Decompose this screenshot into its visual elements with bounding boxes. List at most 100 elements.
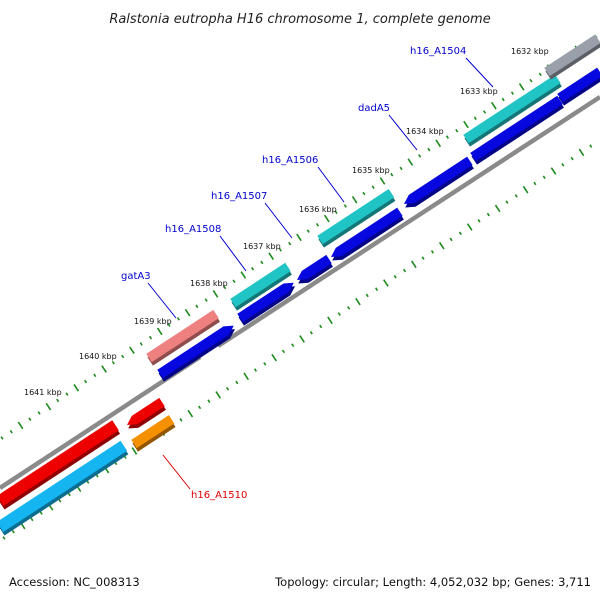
gene-arrow-h16-a1508 (230, 262, 292, 311)
track-tick (343, 204, 347, 208)
track-tick (390, 172, 394, 177)
track-tick (371, 185, 375, 189)
track-tick (291, 343, 295, 347)
track-tick (268, 252, 274, 260)
track-tick (421, 256, 425, 260)
gene-arrow-cyan-large-face (0, 440, 128, 533)
track-tick (445, 135, 450, 139)
gene-arrow-dada5 (470, 95, 564, 165)
gene-arrow-next-face (544, 34, 600, 77)
track-tick (362, 191, 366, 196)
track-tick (260, 260, 264, 265)
track-tick (207, 399, 211, 403)
track-tick (37, 411, 41, 415)
track-tick (501, 97, 505, 102)
track-tick (306, 229, 310, 233)
gene-arrow-rev-3-face (237, 282, 294, 323)
track-tick (195, 304, 199, 309)
track-tick (139, 342, 143, 346)
track-tick (243, 372, 250, 381)
gene-arrow-dada5-face (470, 95, 563, 162)
gene-arrow-h16-a1506 (317, 188, 396, 248)
tick-layer (0, 34, 598, 540)
track-tick (393, 274, 397, 279)
tick-label-1638-kbp: 1638 kbp (190, 279, 228, 288)
track-tick (93, 373, 97, 378)
gene-label-h16-a1510: h16_A1510 (191, 490, 247, 501)
track-tick (483, 110, 487, 114)
gene-label-h16-a1504: h16_A1504 (410, 46, 466, 57)
tick-label-1639-kbp: 1639 kbp (134, 317, 172, 326)
track-tick (288, 241, 292, 246)
track-tick (235, 380, 239, 385)
track-tick (167, 323, 171, 327)
leader-line-h16-a1504 (465, 57, 494, 88)
gene-arrow-rev-2 (297, 254, 333, 284)
track-tick (148, 335, 153, 340)
track-tick (435, 139, 442, 148)
track-tick (494, 204, 501, 213)
track-tick (253, 368, 258, 372)
track-tick (418, 154, 422, 158)
track-tick (111, 360, 115, 365)
gene-label-h16-a1507: h16_A1507 (211, 191, 267, 202)
track-tick (271, 353, 277, 362)
gene-label-dada5: dadA5 (358, 103, 390, 114)
track-tick (375, 287, 379, 291)
track-tick (11, 530, 15, 534)
track-tick (365, 293, 369, 298)
gene-arrow-h16-a1510 (131, 415, 176, 452)
track-tick (473, 116, 477, 121)
gene-arrow-red-small-face (127, 397, 165, 425)
track-tick (131, 447, 138, 455)
track-tick (278, 248, 282, 252)
leader-line-h16-a1508 (219, 235, 247, 272)
tick-label-1635-kbp: 1635 kbp (352, 166, 390, 175)
tick-label-1637-kbp: 1637 kbp (243, 242, 281, 251)
track-tick (533, 181, 537, 186)
gene-arrow-rev-2-face (297, 254, 332, 280)
gene-arrow-rev-1 (404, 156, 474, 208)
track-tick (187, 409, 194, 418)
gene-arrow-h16-a1504 (463, 74, 562, 147)
track-tick (315, 223, 320, 227)
track-tick (319, 324, 323, 329)
track-tick (505, 200, 509, 204)
track-tick (410, 260, 417, 269)
track-tick (56, 398, 60, 403)
track-tick (83, 379, 88, 384)
track-tick (510, 91, 514, 95)
gene-arrow-rev-1-face (404, 156, 473, 204)
track-tick (427, 147, 431, 152)
track-tick (383, 279, 389, 287)
gene-arrow-h16-a1508-face (230, 262, 291, 308)
backbone-line-right (216, 95, 600, 348)
track-tick (28, 417, 32, 421)
track-tick (550, 167, 557, 175)
track-tick (9, 429, 13, 434)
map-title: Ralstonia eutropha H16 chromosome 1, com… (109, 12, 490, 27)
track-tick (0, 436, 4, 440)
gene-arrow-edge (557, 67, 600, 106)
gene-arrow-h16-a1504-face (463, 74, 561, 144)
track-tick (347, 306, 351, 310)
track-tick (334, 210, 338, 215)
accession-text: Accession: NC_008313 (9, 575, 140, 589)
track-tick (212, 290, 219, 298)
track-tick (240, 271, 247, 279)
track-tick (323, 214, 330, 223)
track-tick (176, 317, 180, 321)
track-tick (121, 354, 125, 359)
track-tick (458, 231, 462, 236)
track-tick (281, 349, 285, 354)
leader-line-h16-a1510 (162, 454, 191, 490)
label-layer: 1632 kbp 1633 kbp 1634 kbp 1635 kbp 1636 kbp… (24, 46, 549, 501)
gene-label-h16-a1508: h16_A1508 (165, 224, 221, 235)
gene-arrow-red-large-face (0, 420, 119, 507)
track-tick (514, 194, 518, 198)
track-tick (430, 250, 434, 254)
gene-arrow-red-large (0, 420, 121, 510)
track-tick (538, 72, 542, 77)
track-tick (2, 536, 6, 540)
